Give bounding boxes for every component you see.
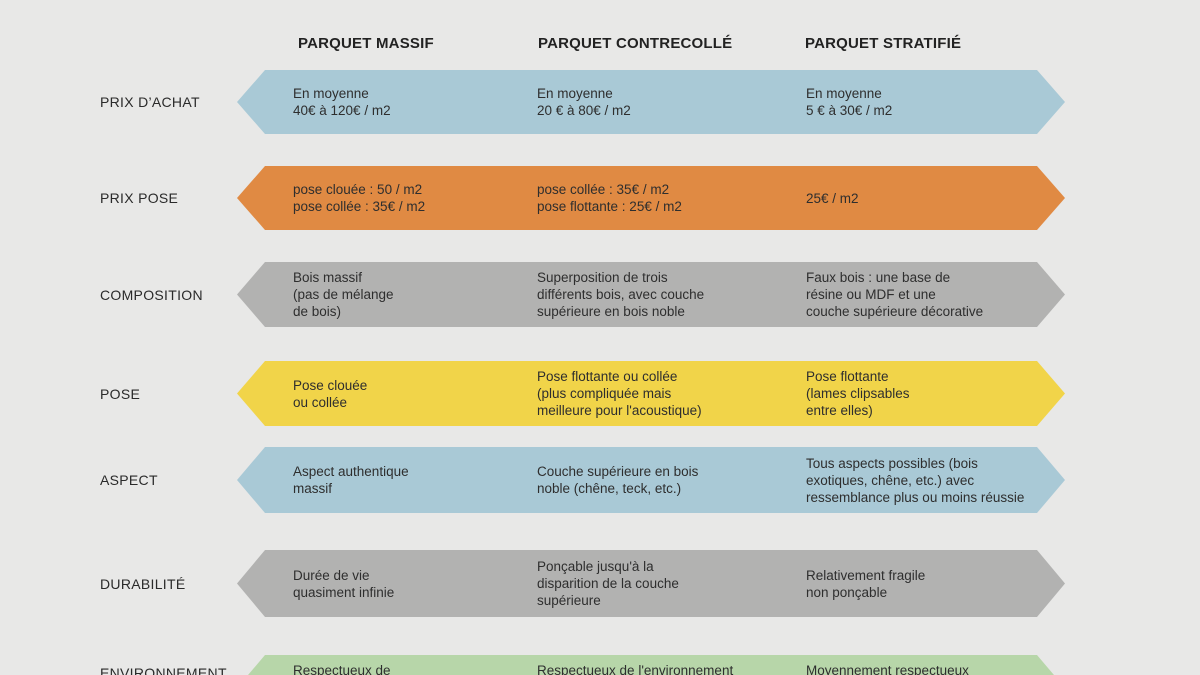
cell-pose-massif: Pose clouée ou collée — [293, 377, 368, 410]
row-label-composition: COMPOSITION — [100, 286, 203, 303]
row-label-environnement: ENVIRONNEMENT — [100, 665, 227, 675]
row-banner-prix-achat: En moyenne 40€ à 120€ / m2 En moyenne 20… — [237, 70, 1065, 134]
cell-prix-pose-stratifie: 25€ / m2 — [806, 190, 859, 206]
cell-environnement-stratifie: Moyennement respectueux — [806, 663, 969, 675]
cell-prix-achat-massif: En moyenne 40€ à 120€ / m2 — [293, 86, 391, 118]
row-aspect: ASPECT Aspect authentique massif Couche … — [0, 447, 1200, 513]
cell-prix-achat-contrecolle: En moyenne 20 € à 80€ / m2 — [537, 86, 631, 118]
row-banner-composition: Bois massif (pas de mélange de bois) Sup… — [237, 262, 1065, 327]
row-banner-durabilite: Durée de vie quasiment infinie Ponçable … — [237, 550, 1065, 617]
cell-prix-achat-stratifie: En moyenne 5 € à 30€ / m2 — [806, 86, 893, 118]
cell-prix-pose-contrecolle: pose collée : 35€ / m2 pose flottante : … — [537, 182, 682, 214]
row-label-aspect: ASPECT — [100, 472, 158, 488]
cell-pose-stratifie: Pose flottante (lames clipsables entre e… — [806, 369, 910, 418]
row-prix-achat: PRIX D’ACHAT En moyenne 40€ à 120€ / m2 … — [0, 70, 1200, 134]
cell-prix-pose-massif: pose clouée : 50 / m2 pose collée : 35€ … — [293, 182, 426, 214]
cell-durabilite-massif: Durée de vie quasiment infinie — [293, 567, 395, 600]
cell-durabilite-contrecolle: Ponçable jusqu'à la disparition de la co… — [537, 559, 679, 608]
row-label-prix-pose: PRIX POSE — [100, 190, 179, 206]
row-composition: COMPOSITION Bois massif (pas de mélange … — [0, 262, 1200, 327]
cell-pose-contrecolle: Pose flottante ou collée (plus compliqué… — [537, 369, 702, 418]
row-banner-environnement: Respectueux de Respectueux de l'environn… — [237, 655, 1065, 675]
row-banner-pose: Pose clouée ou collée Pose flottante ou … — [237, 361, 1065, 426]
row-label-pose: POSE — [100, 385, 141, 402]
row-prix-pose: PRIX POSE pose clouée : 50 / m2 pose col… — [0, 166, 1200, 230]
row-pose: POSE Pose clouée ou collée Pose flottant… — [0, 361, 1200, 426]
row-banner-aspect: Aspect authentique massif Couche supérie… — [237, 447, 1065, 513]
cell-composition-contrecolle: Superposition de trois différents bois, … — [537, 270, 705, 319]
cell-durabilite-stratifie: Relativement fragile non ponçable — [806, 567, 926, 600]
row-durabilite: DURABILITÉ Durée de vie quasiment infini… — [0, 550, 1200, 617]
column-header-parquet-massif: PARQUET MASSIF — [298, 35, 434, 52]
cell-composition-massif: Bois massif (pas de mélange de bois) — [293, 270, 394, 319]
row-label-durabilite: DURABILITÉ — [100, 575, 186, 592]
column-header-parquet-contrecolle: PARQUET CONTRECOLLÉ — [538, 35, 733, 52]
cell-environnement-contrecolle: Respectueux de l'environnement — [537, 663, 734, 675]
row-environnement: ENVIRONNEMENT Respectueux de Respectueux… — [0, 655, 1200, 675]
row-banner-prix-pose: pose clouée : 50 / m2 pose collée : 35€ … — [237, 166, 1065, 230]
column-header-parquet-stratifie: PARQUET STRATIFIÉ — [805, 35, 962, 52]
cell-aspect-massif: Aspect authentique massif — [293, 464, 409, 496]
row-label-prix-achat: PRIX D’ACHAT — [100, 94, 200, 110]
cell-environnement-massif: Respectueux de — [293, 663, 391, 675]
cell-aspect-contrecolle: Couche supérieure en bois noble (chêne, … — [537, 464, 699, 496]
cell-aspect-stratifie: Tous aspects possibles (bois exotiques, … — [806, 455, 1025, 505]
cell-composition-stratifie: Faux bois : une base de résine ou MDF et… — [806, 270, 984, 319]
